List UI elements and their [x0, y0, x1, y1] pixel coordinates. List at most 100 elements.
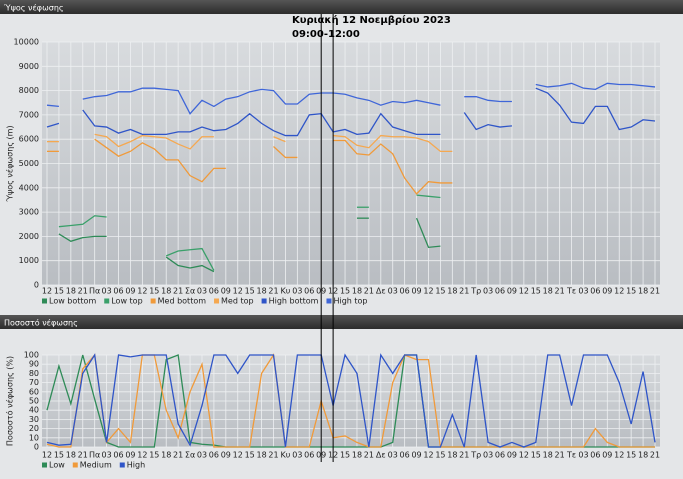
- x-tick-label: 18: [638, 287, 648, 296]
- legend-swatch: [72, 462, 78, 468]
- x-tick-label: Σα: [185, 287, 195, 296]
- y-tick-label: 80: [29, 369, 39, 378]
- y-tick-label: 70: [29, 378, 39, 387]
- legend-swatch: [150, 298, 156, 304]
- series-line: [46, 353, 656, 448]
- x-tick-label: 03: [483, 287, 493, 296]
- y-tick-label: 20: [29, 424, 39, 433]
- y-tick-label: 1000: [19, 256, 39, 265]
- x-tick-label: 06: [209, 451, 219, 460]
- series-line: [94, 138, 226, 183]
- x-tick-label: 21: [173, 287, 183, 296]
- x-tick-label: 18: [66, 287, 76, 296]
- x-tick-label: 09: [221, 287, 231, 296]
- legend-label: High bottom: [269, 297, 319, 306]
- x-tick-label: 18: [161, 451, 171, 460]
- x-tick-label: 03: [292, 287, 302, 296]
- x-tick-label: 09: [411, 451, 421, 460]
- x-tick-label: 21: [173, 451, 183, 460]
- y-axis-label: Ποσοστό νέφωσης (%): [5, 356, 15, 446]
- y-tick-label: 10000: [14, 38, 39, 47]
- legend-label: High: [127, 461, 145, 470]
- series-line: [46, 104, 59, 108]
- x-tick-label: Πα: [89, 287, 100, 296]
- series-line: [165, 247, 215, 271]
- x-tick-label: Τρ: [470, 451, 481, 460]
- x-tick-label: 18: [352, 287, 362, 296]
- series-line: [416, 194, 441, 199]
- x-tick-label: 12: [233, 287, 243, 296]
- y-tick-label: 7000: [19, 110, 39, 119]
- x-tick-label: 21: [555, 287, 565, 296]
- x-tick-label: 18: [66, 451, 76, 460]
- x-tick-label: 03: [197, 451, 207, 460]
- panel-title: Ποσοστό νέφωσης: [4, 318, 78, 328]
- x-tick-label: 15: [149, 451, 159, 460]
- series-line: [46, 122, 60, 128]
- series-line: [273, 146, 298, 159]
- x-tick-label: 09: [411, 287, 421, 296]
- panel-header: [0, 0, 683, 14]
- y-tick-label: 100: [24, 351, 39, 360]
- x-tick-label: 12: [423, 451, 433, 460]
- x-tick-label: 09: [602, 287, 612, 296]
- y-tick-label: 9000: [19, 62, 39, 71]
- panel-title: Ύψος νέφωσης: [3, 3, 64, 13]
- x-tick-label: 18: [447, 451, 457, 460]
- x-tick-label: Δε: [376, 287, 386, 296]
- x-tick-label: 12: [614, 451, 624, 460]
- legend-label: Med bottom: [158, 297, 207, 306]
- series-line: [333, 134, 453, 152]
- x-tick-label: Πα: [89, 451, 100, 460]
- x-tick-label: Τρ: [470, 287, 481, 296]
- x-tick-label: 21: [555, 451, 565, 460]
- x-tick-label: Κυ: [280, 287, 290, 296]
- y-tick-label: 4000: [19, 183, 39, 192]
- y-tick-label: 2000: [19, 232, 39, 241]
- legend-swatch: [326, 298, 332, 304]
- series-line: [535, 82, 656, 91]
- x-tick-label: 12: [137, 287, 147, 296]
- series-line: [535, 87, 656, 131]
- y-tick-label: 8000: [19, 86, 39, 95]
- x-tick-label: 03: [102, 287, 112, 296]
- legend-label: Low bottom: [49, 297, 96, 306]
- x-tick-label: 18: [256, 287, 266, 296]
- x-tick-label: 21: [268, 451, 278, 460]
- legend-swatch: [42, 298, 47, 304]
- x-tick-label: 03: [578, 451, 588, 460]
- legend-label: Med top: [221, 297, 254, 306]
- y-tick-label: 10: [29, 433, 39, 442]
- x-tick-label: 21: [364, 287, 374, 296]
- x-tick-label: 15: [54, 451, 64, 460]
- series-line: [82, 109, 441, 137]
- x-tick-label: 15: [435, 287, 445, 296]
- annotation: Κυριακή 12 Νοεμβρίου 2023: [292, 14, 451, 26]
- annotation: 09:00-12:00: [292, 29, 360, 40]
- x-tick-label: 18: [447, 287, 457, 296]
- x-tick-label: 15: [245, 451, 255, 460]
- x-tick-label: 06: [304, 287, 314, 296]
- x-tick-label: 15: [531, 451, 541, 460]
- legend-label: High top: [333, 297, 367, 306]
- legend-swatch: [214, 298, 220, 304]
- x-tick-label: 12: [42, 287, 52, 296]
- x-tick-label: 18: [638, 451, 648, 460]
- x-tick-label: 03: [483, 451, 493, 460]
- x-tick-label: 15: [435, 451, 445, 460]
- x-tick-label: 12: [137, 451, 147, 460]
- x-tick-label: Σα: [185, 451, 195, 460]
- x-tick-label: 09: [507, 451, 517, 460]
- y-axis-label: Ύψος νέφωσης (m): [5, 125, 15, 202]
- series-line: [333, 139, 453, 195]
- x-tick-label: 09: [125, 287, 135, 296]
- y-tick-label: 90: [29, 360, 39, 369]
- x-tick-label: 03: [388, 451, 398, 460]
- legend-swatch: [104, 298, 110, 304]
- y-tick-label: 3000: [19, 208, 39, 217]
- x-tick-label: 18: [543, 287, 553, 296]
- series-line: [273, 136, 286, 143]
- y-tick-label: 0: [34, 281, 39, 290]
- x-tick-label: 21: [650, 287, 660, 296]
